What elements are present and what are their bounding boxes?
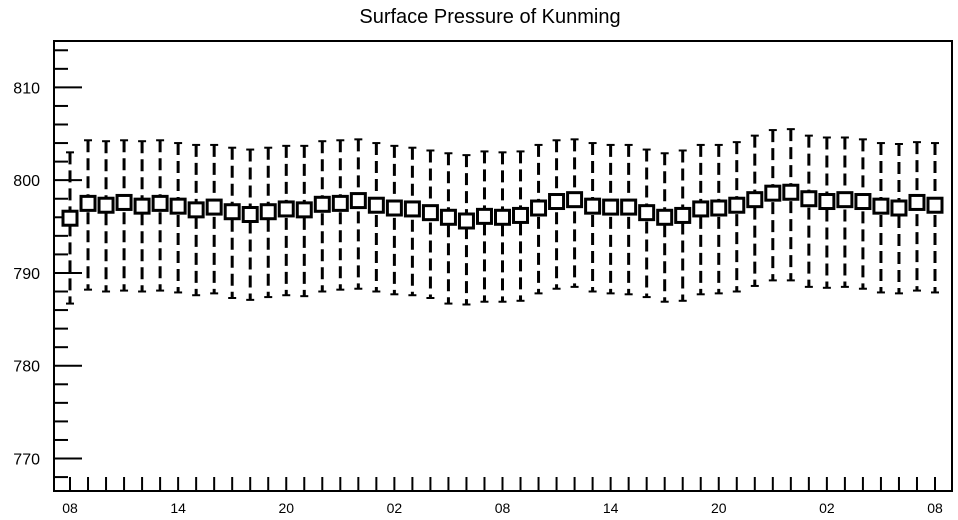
x-tick-label: 08 [62, 500, 78, 516]
mean-box [61, 209, 79, 227]
mean-box [692, 200, 710, 218]
mean-box [836, 191, 854, 209]
y-tick-label: 780 [13, 359, 40, 376]
y-axis: 770 780 790 800 810 [13, 49, 82, 479]
mean-box [277, 200, 295, 218]
x-tick-label: 02 [819, 500, 835, 516]
mean-box [133, 197, 151, 215]
mean-box [638, 204, 656, 222]
mean-box [205, 198, 223, 216]
mean-box [764, 184, 782, 202]
x-tick-label: 08 [927, 500, 943, 516]
mean-box [854, 193, 872, 211]
x-tick-label: 02 [387, 500, 403, 516]
mean-box [674, 206, 692, 224]
mean-box [385, 199, 403, 217]
mean-box [512, 206, 530, 224]
mean-box [494, 208, 511, 226]
mean-box [439, 208, 457, 226]
mean-box [926, 196, 944, 214]
mean-box [115, 193, 133, 211]
x-tick-label: 08 [495, 500, 511, 516]
x-tick-label: 20 [278, 500, 294, 516]
boxes [61, 183, 944, 230]
x-axis: 08 14 20 02 08 14 20 02 08 [62, 477, 943, 516]
mean-box [187, 201, 205, 219]
mean-box [241, 206, 259, 224]
mean-box [475, 207, 493, 225]
mean-box [782, 183, 800, 201]
mean-box [313, 195, 331, 213]
mean-box [908, 193, 926, 211]
mean-box [872, 197, 890, 215]
mean-box [584, 197, 602, 215]
mean-box [169, 197, 187, 215]
mean-box [566, 191, 584, 209]
mean-box [656, 208, 674, 226]
whiskers [66, 128, 939, 306]
mean-box [602, 198, 620, 216]
mean-box [151, 194, 169, 212]
mean-box [818, 193, 836, 211]
mean-box [530, 199, 548, 217]
mean-box [349, 192, 367, 210]
mean-box [728, 196, 746, 214]
mean-box [79, 194, 97, 212]
mean-box [295, 201, 313, 219]
x-tick-label: 14 [170, 500, 186, 516]
mean-box [457, 212, 475, 230]
x-tick-label: 20 [711, 500, 727, 516]
y-tick-label: 810 [13, 80, 40, 97]
mean-box [259, 203, 277, 221]
mean-box [421, 204, 439, 222]
mean-box [620, 198, 638, 216]
mean-box [890, 199, 908, 217]
y-tick-label: 790 [13, 266, 40, 283]
chart-title: Surface Pressure of Kunming [359, 6, 620, 28]
mean-box [331, 194, 349, 212]
mean-box [800, 190, 818, 208]
mean-box [223, 203, 241, 221]
mean-box [710, 199, 728, 217]
x-tick-label: 14 [603, 500, 619, 516]
mean-box [367, 196, 385, 214]
mean-box [97, 196, 115, 214]
y-tick-label: 770 [13, 452, 40, 469]
mean-box [548, 193, 566, 211]
y-tick-label: 800 [13, 173, 40, 190]
mean-box [403, 200, 421, 218]
mean-box [746, 191, 764, 209]
